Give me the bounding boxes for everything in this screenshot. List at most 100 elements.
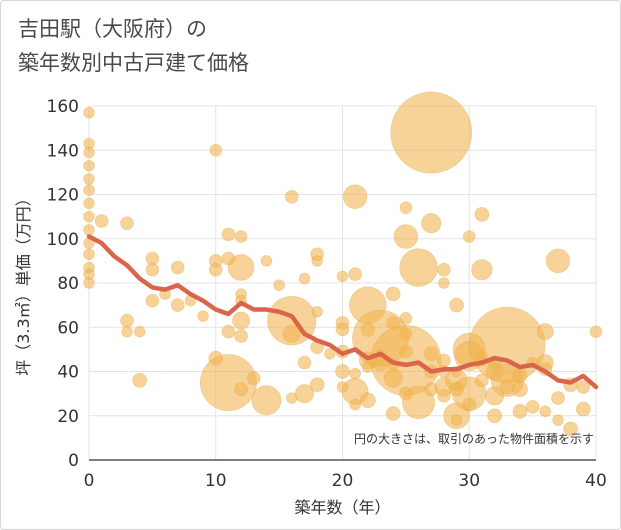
bubble: [399, 312, 413, 325]
bubble: [563, 421, 579, 437]
bubble: [83, 159, 95, 172]
bubble: [335, 364, 350, 379]
chart-title: 吉田駅（大阪府）の 築年数別中古戸建て価格: [18, 12, 249, 80]
x-axis-label: 築年数（年）: [294, 498, 390, 517]
bubble: [575, 401, 591, 417]
bubble: [576, 380, 591, 394]
bubble: [132, 372, 148, 388]
bubble: [589, 325, 603, 339]
bubble: [438, 277, 450, 289]
bubble: [234, 230, 248, 243]
bubble: [324, 347, 336, 360]
bubble: [449, 297, 464, 313]
bubble: [512, 403, 528, 419]
x-tick-label: 0: [84, 471, 95, 491]
bubble: [83, 184, 95, 196]
bubble: [348, 267, 363, 282]
bubble: [199, 354, 257, 412]
chart-title-line-2: 築年数別中古戸建て価格: [18, 51, 249, 75]
bubble: [83, 197, 95, 210]
trend-line-path: [86, 234, 599, 390]
x-tick-label: 10: [205, 471, 227, 491]
bubble: [197, 310, 209, 322]
bubble: [83, 248, 95, 261]
bubble: [437, 262, 451, 277]
bubble: [421, 213, 442, 234]
bubble: [234, 329, 248, 343]
bubble: [399, 248, 438, 287]
bubble: [335, 322, 350, 337]
bubble: [393, 224, 419, 249]
bubble: [349, 398, 361, 411]
bubble: [83, 277, 95, 289]
bubble: [399, 201, 413, 215]
y-tick-label: 100: [47, 230, 79, 250]
y-tick-label: 140: [47, 141, 79, 161]
bubble: [170, 260, 185, 275]
y-axis-label: 坪（3.3㎡）単価（万円）: [14, 190, 33, 375]
bubble: [221, 324, 236, 339]
bubble: [170, 298, 185, 313]
bubble: [536, 323, 554, 341]
bubble: [145, 293, 160, 308]
bubble: [298, 272, 311, 285]
bubble: [336, 270, 349, 283]
x-tick-label: 40: [585, 471, 607, 491]
y-tick-label: 40: [57, 363, 79, 383]
y-tick-label: 80: [57, 274, 79, 294]
bubble: [385, 286, 401, 302]
bubble: [552, 414, 564, 426]
bubble: [294, 384, 315, 404]
trend-line: [86, 234, 599, 390]
bubble: [475, 373, 489, 388]
bubble: [120, 216, 134, 231]
x-tick-label: 30: [458, 471, 480, 491]
bubble: [260, 255, 273, 267]
bubble: [273, 279, 285, 292]
bubble: [499, 379, 515, 395]
bubble: [297, 355, 312, 370]
bubble: [83, 210, 95, 223]
bubble: [551, 391, 565, 405]
bubble: [311, 255, 323, 267]
bubble: [94, 214, 109, 228]
bubble: [539, 405, 552, 418]
bubble: [450, 414, 463, 426]
bubble: [246, 371, 261, 386]
chart-title-line-1: 吉田駅（大阪府）の: [18, 17, 207, 41]
y-tick-label: 120: [47, 186, 79, 206]
bubble: [511, 381, 528, 398]
bubble: [545, 248, 571, 274]
axes: 0 20 40 60 80 100 120 140 160 0 10 20 30 40: [47, 97, 607, 491]
bubble: [437, 353, 451, 368]
bubble: [437, 388, 451, 403]
bubble: [462, 397, 477, 412]
bubble: [83, 173, 95, 185]
bubble: [487, 408, 503, 424]
bubble: [359, 392, 376, 409]
bubble: [462, 230, 476, 243]
bubble: [234, 382, 248, 397]
bubble: [282, 324, 301, 343]
bubble: [309, 377, 325, 393]
bubble: [474, 206, 490, 222]
bubble: [390, 91, 473, 174]
bubble: [284, 189, 299, 204]
bubble: [311, 305, 323, 318]
bubble: [145, 262, 160, 277]
bubble: [251, 385, 282, 416]
bubble: [232, 311, 251, 330]
y-tick-label: 0: [68, 451, 79, 471]
bubble: [83, 224, 95, 236]
y-tick-label: 20: [57, 407, 79, 427]
bubble: [209, 143, 223, 157]
bubble: [525, 400, 540, 414]
bubble: [423, 346, 439, 362]
bubble: [121, 325, 133, 338]
bubble: [512, 368, 528, 384]
bubble: [227, 254, 255, 281]
y-tick-label: 60: [57, 318, 79, 338]
y-tick-label: 160: [47, 97, 79, 117]
